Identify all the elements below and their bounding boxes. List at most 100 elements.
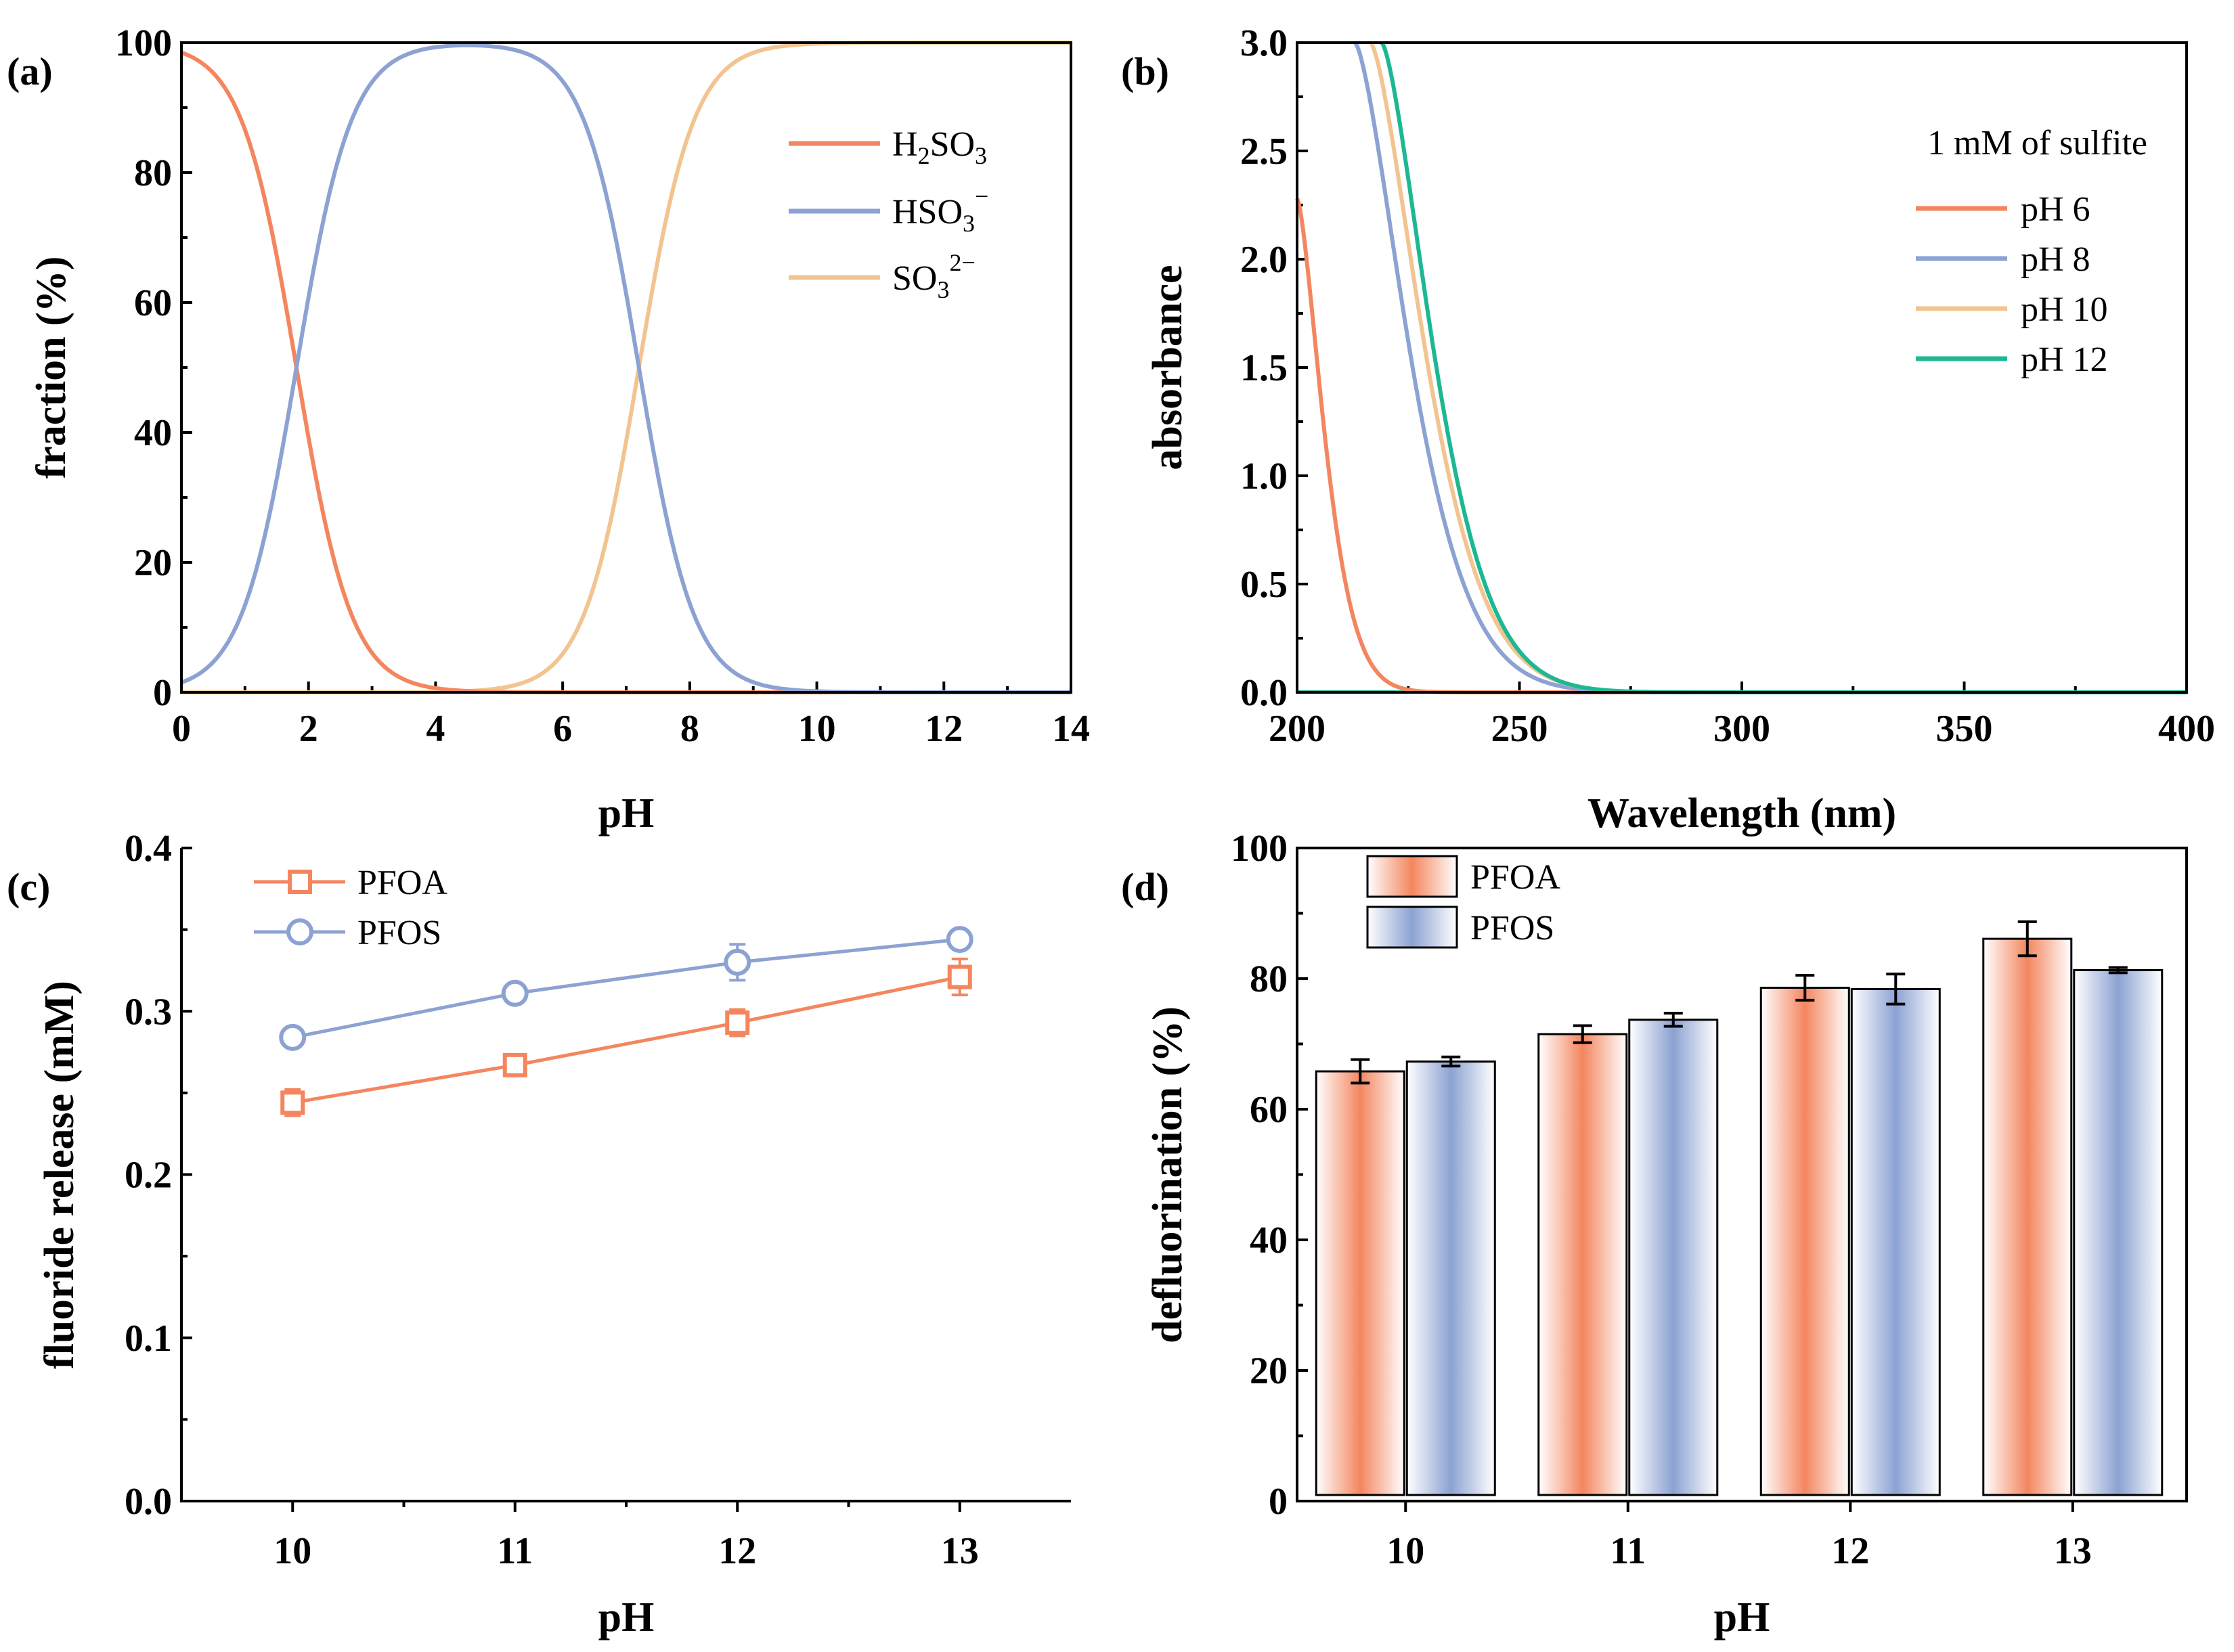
errorbar-pfos-11 bbox=[1663, 1012, 1683, 1028]
errorbar-pfoa-11 bbox=[1573, 1024, 1592, 1044]
panel-b-legend: pH 6 pH 8 pH 10 pH 12 bbox=[1916, 190, 2108, 379]
b-ytick-label-5: 2.5 bbox=[1240, 131, 1288, 173]
series-line-pfoa bbox=[292, 975, 961, 1104]
a-ytick-label-5: 100 bbox=[115, 22, 172, 64]
a-xtick-label-0: 0 bbox=[172, 708, 191, 750]
c-xtick-label-3: 13 bbox=[941, 1530, 979, 1572]
panel-b-annotation: 1 mM of sulfite bbox=[1927, 124, 2147, 162]
a-ytick-label-4: 80 bbox=[134, 152, 172, 194]
legend-label-h2so3: H2SO3 bbox=[892, 125, 987, 169]
panel-a-ylabel: fraction (%) bbox=[28, 256, 74, 479]
panel-a-ticks: 0 20 40 60 80 100 0 2 4 6 8 10 12 14 bbox=[115, 22, 1090, 750]
panel-c-ticks: 0.0 0.1 0.2 0.3 0.4 10 11 12 13 bbox=[125, 828, 979, 1572]
b-ytick-label-6: 3.0 bbox=[1240, 22, 1288, 64]
panel-c-ylabel: fluoride release (mM) bbox=[37, 981, 83, 1369]
panel-d-xlabel: pH bbox=[1714, 1594, 1770, 1640]
legend-label-so3: SO32− bbox=[892, 249, 976, 303]
errorbar-pfos-12 bbox=[1886, 973, 1906, 1006]
panel-a: (a) 0 20 40 60 80 100 0 2 4 6 8 10 12 14 pH fraction … bbox=[7, 22, 1090, 836]
point-pfos-1 bbox=[501, 979, 529, 1007]
panel-d-legend: PFOA PFOS bbox=[1366, 855, 1560, 949]
legend-marker-pfoa bbox=[288, 870, 312, 894]
panel-b-label: (b) bbox=[1121, 49, 1169, 93]
legend-label-ph-8: pH 8 bbox=[2021, 240, 2090, 279]
c-ytick-label-0: 0.0 bbox=[125, 1481, 172, 1523]
a-xtick-label-2: 4 bbox=[426, 708, 445, 750]
point-pfoa-1 bbox=[502, 1052, 527, 1077]
d-ytick-label-4: 80 bbox=[1250, 958, 1288, 1000]
point-pfos-2 bbox=[724, 948, 751, 976]
panel-d-label: (d) bbox=[1121, 865, 1169, 909]
d-xtick-label-0: 10 bbox=[1386, 1530, 1424, 1572]
c-ytick-label-3: 0.3 bbox=[125, 991, 172, 1033]
panel-b-ylabel: absorbance bbox=[1145, 265, 1191, 470]
errorbar-pfoa-10 bbox=[1351, 1058, 1370, 1085]
a-xtick-label-1: 2 bbox=[299, 708, 318, 750]
a-xtick-label-6: 12 bbox=[925, 708, 963, 750]
b-xtick-label-1: 250 bbox=[1491, 708, 1548, 750]
panel-b: (b) 0.0 0.5 1.0 1.5 2.0 2.5 3.0 200 250 300 350 400… bbox=[1121, 22, 2215, 836]
b-ytick-label-1: 0.5 bbox=[1240, 564, 1288, 606]
legend-label-ph-12: pH 12 bbox=[2021, 340, 2108, 379]
c-ytick-label-2: 0.2 bbox=[125, 1155, 172, 1197]
panel-a-xlabel: pH bbox=[598, 790, 655, 836]
a-xtick-label-4: 8 bbox=[680, 708, 699, 750]
d-ytick-label-5: 100 bbox=[1231, 828, 1288, 870]
panel-a-label: (a) bbox=[7, 49, 53, 93]
legend-label-pfos: PFOS bbox=[1470, 909, 1554, 947]
b-xtick-label-3: 350 bbox=[1936, 708, 1993, 750]
errorbar-pfoa-13 bbox=[2017, 920, 2037, 958]
legend-label-pfos: PFOS bbox=[357, 914, 441, 952]
panel-c-xlabel: pH bbox=[598, 1594, 655, 1640]
panel-c-label: (c) bbox=[7, 865, 50, 909]
a-xtick-label-5: 10 bbox=[798, 708, 836, 750]
point-pfoa-2 bbox=[725, 1010, 750, 1035]
bar-pfos-13 bbox=[2073, 968, 2164, 1496]
panel-d-frame bbox=[1296, 847, 2188, 1502]
b-xtick-label-2: 300 bbox=[1713, 708, 1770, 750]
b-ytick-label-3: 1.5 bbox=[1240, 347, 1288, 389]
b-xtick-label-4: 400 bbox=[2158, 708, 2215, 750]
legend-label-ph-10: pH 10 bbox=[2021, 290, 2108, 329]
panel-d: (d) 0 20 40 60 80 100 10 11 12 13 pH defluorinati… bbox=[1121, 828, 2188, 1640]
b-xtick-label-0: 200 bbox=[1269, 708, 1326, 750]
b-ytick-label-2: 1.0 bbox=[1240, 455, 1288, 497]
panel-a-legend: H2SO3 HSO3− SO32− bbox=[789, 125, 988, 303]
legend-label-ph-6: pH 6 bbox=[2021, 190, 2090, 229]
panel-d-ylabel: defluorination (%) bbox=[1145, 1006, 1191, 1343]
bar-pfoa-13 bbox=[1982, 937, 2073, 1496]
panel-b-ticks: 0.0 0.5 1.0 1.5 2.0 2.5 3.0 200 250 300 350 400 bbox=[1240, 22, 2215, 750]
c-ytick-label-1: 0.1 bbox=[125, 1318, 172, 1360]
point-pfos-0 bbox=[279, 1023, 307, 1051]
a-ytick-label-3: 60 bbox=[134, 282, 172, 324]
b-ytick-label-0: 0.0 bbox=[1240, 672, 1288, 714]
a-ytick-label-2: 40 bbox=[134, 412, 172, 454]
bar-pfos-10 bbox=[1405, 1061, 1496, 1496]
a-ytick-label-1: 20 bbox=[134, 542, 172, 584]
point-pfoa-3 bbox=[947, 964, 972, 989]
errorbar-pfoa-12 bbox=[1795, 974, 1815, 1002]
legend-label-pfoa: PFOA bbox=[357, 864, 447, 902]
errorbar-pfos-13 bbox=[2108, 966, 2128, 975]
a-xtick-label-7: 14 bbox=[1052, 708, 1090, 750]
c-xtick-label-1: 11 bbox=[497, 1530, 533, 1572]
panel-d-series bbox=[1315, 920, 2164, 1496]
legend-swatch-pfoa bbox=[1366, 855, 1458, 898]
panel-b-xlabel: Wavelength (nm) bbox=[1587, 790, 1896, 836]
legend-label-hso3: HSO3− bbox=[892, 183, 988, 237]
series-line-pfos bbox=[292, 937, 961, 1040]
d-ytick-label-1: 20 bbox=[1250, 1350, 1288, 1392]
d-ytick-label-2: 40 bbox=[1250, 1220, 1288, 1262]
d-xtick-label-1: 11 bbox=[1610, 1530, 1646, 1572]
legend-label-pfoa: PFOA bbox=[1470, 858, 1560, 897]
d-ytick-label-0: 0 bbox=[1269, 1481, 1288, 1523]
a-xtick-label-3: 6 bbox=[553, 708, 572, 750]
panel-c-series bbox=[279, 926, 973, 1117]
a-ytick-label-0: 0 bbox=[153, 672, 172, 714]
panel-b-frame bbox=[1296, 41, 2188, 694]
point-pfos-3 bbox=[946, 926, 973, 954]
bar-pfoa-12 bbox=[1759, 987, 1850, 1496]
panel-c-legend: PFOA PFOS bbox=[254, 864, 447, 952]
bar-pfoa-10 bbox=[1315, 1070, 1405, 1496]
